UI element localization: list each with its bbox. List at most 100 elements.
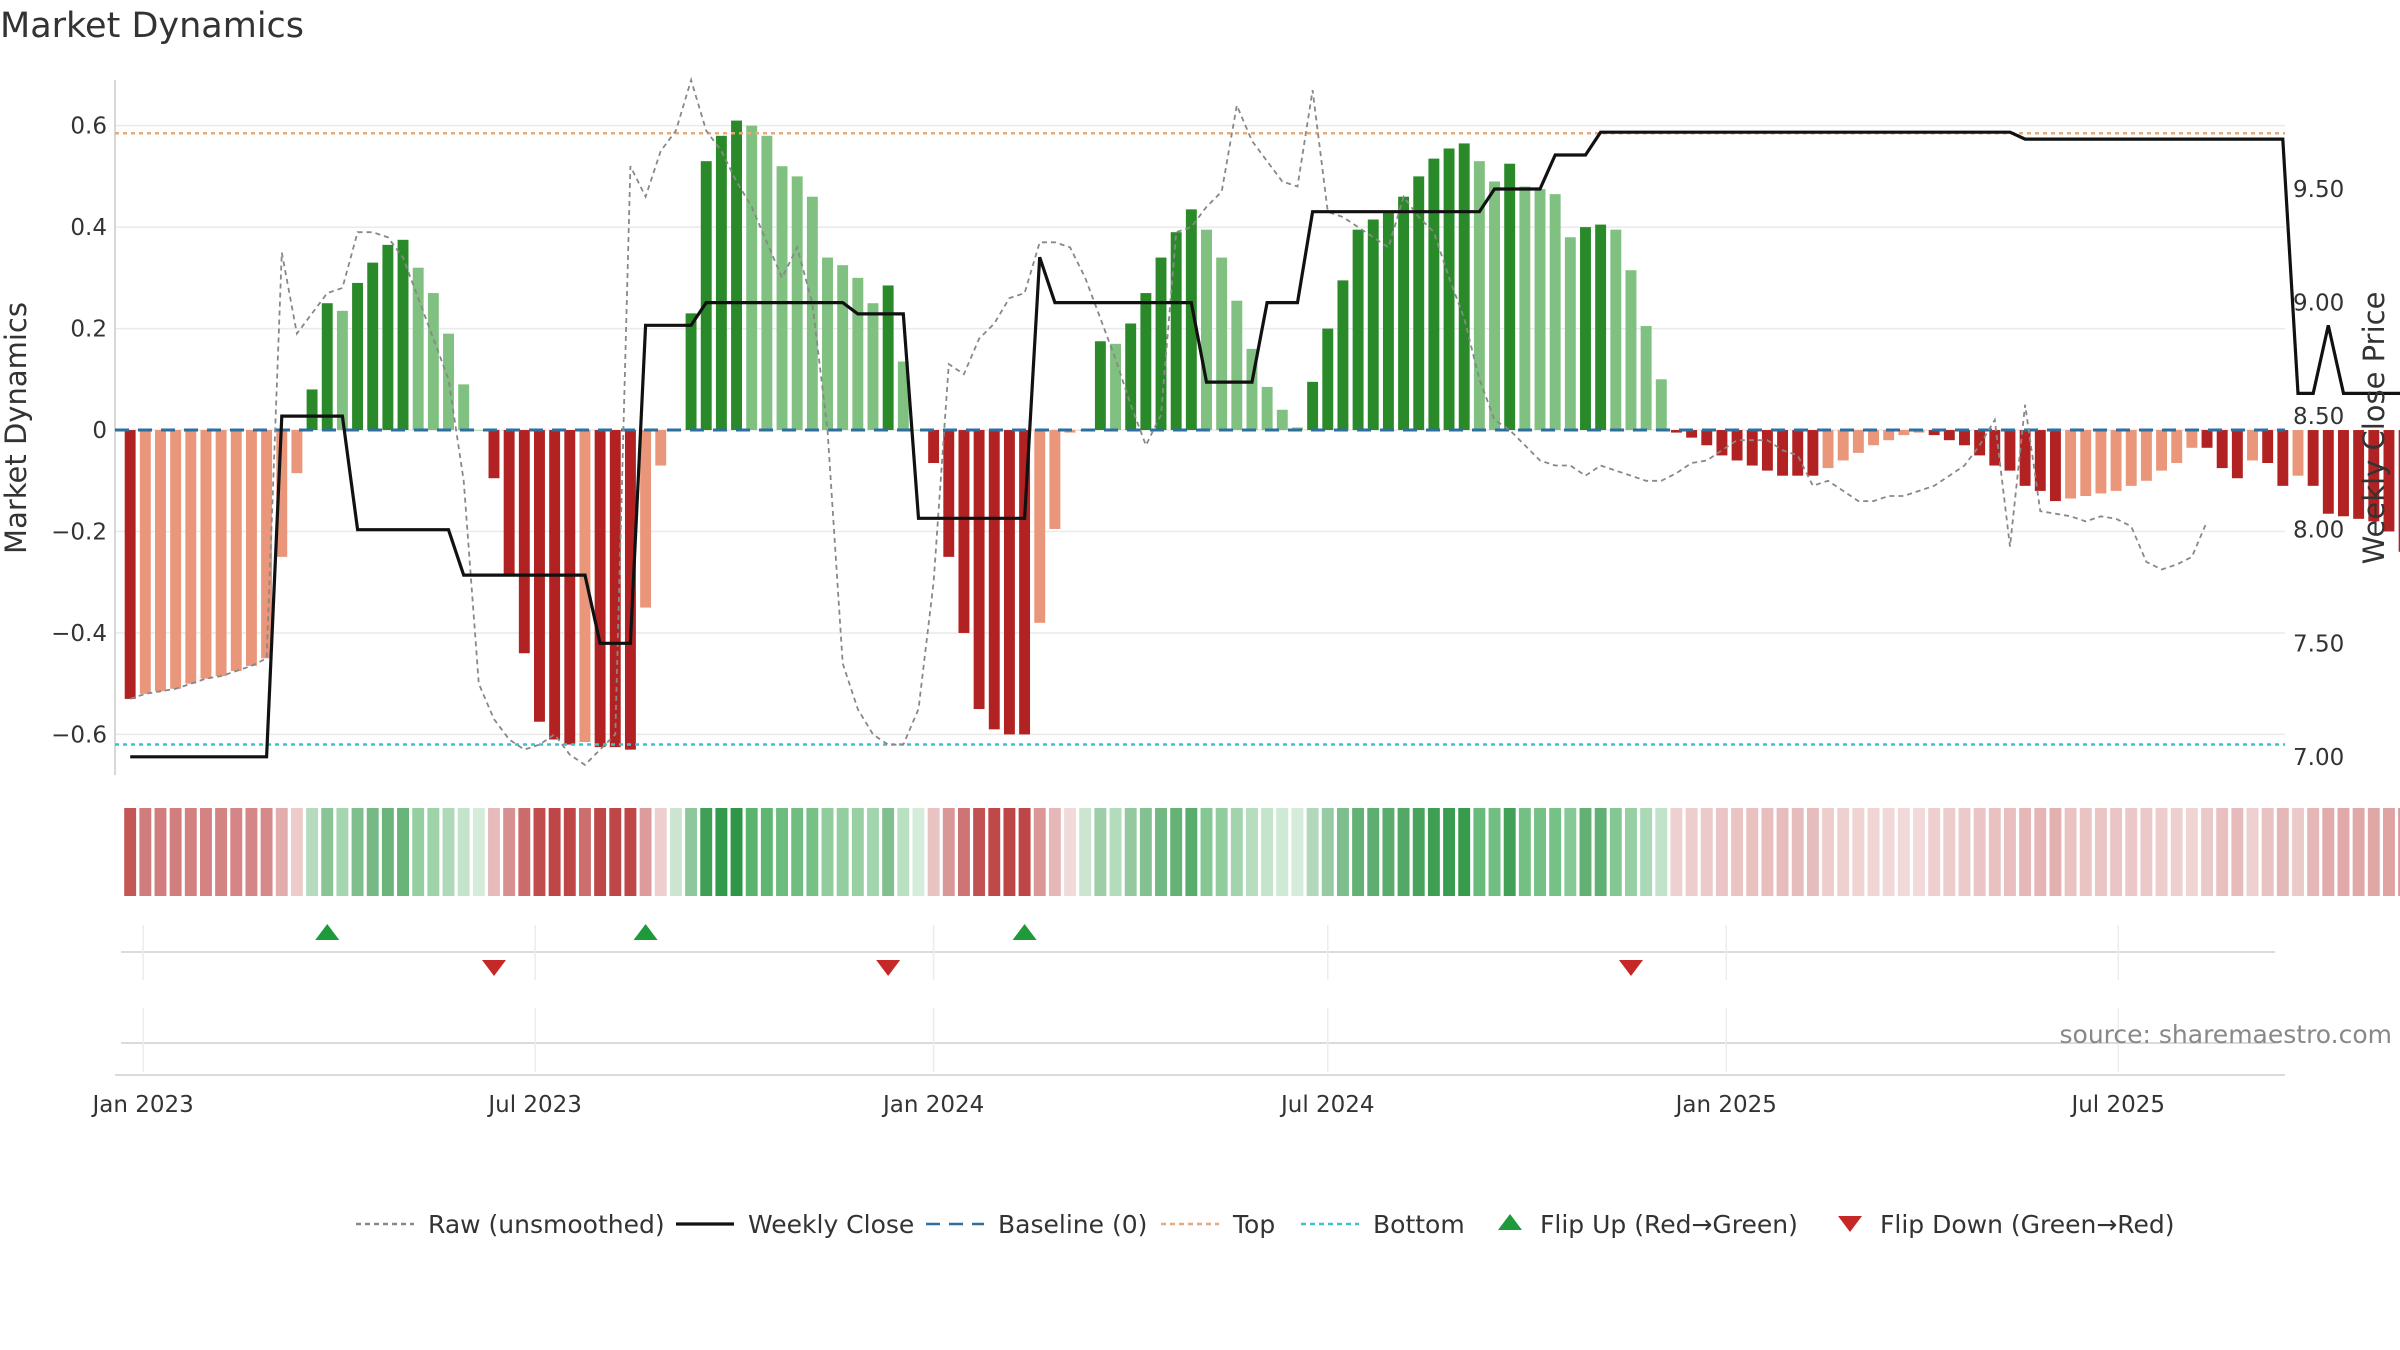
heat-cell <box>685 808 698 896</box>
bar <box>655 430 667 466</box>
bar <box>746 125 758 431</box>
heat-cell <box>397 808 409 896</box>
flip-down-marker <box>1618 960 1643 976</box>
bar <box>1473 161 1485 431</box>
heat-cell <box>200 808 212 896</box>
y2-axis-label: Weekly Close Price <box>2357 292 2391 565</box>
bar <box>2110 430 2122 491</box>
legend-label: Flip Up (Red→Green) <box>1540 1210 1798 1239</box>
bar <box>155 430 166 692</box>
legend-label: Raw (unsmoothed) <box>428 1210 665 1239</box>
y2-tick-label: 7.50 <box>2293 631 2344 657</box>
heat-cell <box>1155 808 1167 896</box>
heat-cell <box>1913 808 1925 896</box>
heat-cell <box>472 808 485 896</box>
bar <box>1125 323 1137 431</box>
heat-cell <box>1412 808 1425 896</box>
legend: Raw (unsmoothed) Weekly Close Baseline (0)… <box>356 1210 2175 1239</box>
bar <box>1034 430 1046 623</box>
x-tick-label: Jan 2023 <box>90 1092 193 1118</box>
flip-up-marker <box>633 924 658 940</box>
bar <box>488 430 500 479</box>
heat-cell <box>1518 808 1531 896</box>
heat-cell <box>2337 808 2350 896</box>
heat-cell <box>1170 808 1183 896</box>
heat-cell <box>2185 808 2198 896</box>
bar <box>1883 430 1895 441</box>
heat-cell <box>2170 808 2183 896</box>
heat-cell <box>1261 808 1274 896</box>
legend-item: Raw (unsmoothed) <box>356 1210 665 1239</box>
bar <box>397 239 409 431</box>
bar <box>291 430 303 474</box>
bar <box>2398 430 2400 552</box>
bar <box>1140 293 1152 431</box>
heat-cell <box>897 808 910 896</box>
heat-cell <box>184 808 197 896</box>
heat-cell <box>1185 808 1198 896</box>
bar <box>1003 430 1015 735</box>
heat-cell <box>1715 808 1728 896</box>
bar <box>1640 326 1652 431</box>
bar <box>882 285 894 431</box>
bar <box>564 430 576 745</box>
heat-cell <box>1943 808 1956 896</box>
bar <box>2383 430 2395 532</box>
heat-cell <box>2125 808 2138 896</box>
bar <box>1716 430 1728 456</box>
heat-cell <box>1291 808 1304 896</box>
heat-cell <box>1837 808 1850 896</box>
legend-label: Weekly Close <box>748 1210 914 1239</box>
bar <box>427 293 439 431</box>
heat-cell <box>609 808 622 896</box>
bar <box>852 277 864 431</box>
heat-cell <box>154 808 167 896</box>
heat-cell <box>1443 808 1456 896</box>
bars-layer <box>124 120 2400 750</box>
heat-cell <box>760 808 773 896</box>
heat-cell <box>776 808 788 896</box>
heat-cell <box>1897 808 1910 896</box>
heat-cell <box>957 808 970 896</box>
bar <box>1443 148 1455 431</box>
bar <box>2004 430 2016 471</box>
bar <box>1761 430 1773 471</box>
heat-cell <box>1806 808 1819 896</box>
y-tick-label: −0.6 <box>51 722 107 748</box>
heat-cell <box>1822 808 1835 896</box>
raw-line <box>129 76 2208 767</box>
bar <box>2353 430 2365 519</box>
legend-item: Weekly Close <box>676 1210 914 1239</box>
flip-down-marker <box>876 960 901 976</box>
heat-cell <box>1306 808 1319 896</box>
bar <box>200 430 212 679</box>
bar <box>2247 430 2258 461</box>
heat-cell <box>1397 808 1410 896</box>
bar <box>1276 409 1288 431</box>
heat-cell <box>2064 808 2077 896</box>
bar <box>1519 186 1531 431</box>
bar <box>2322 430 2334 514</box>
heat-cell <box>518 808 531 896</box>
heat-cell <box>988 808 1001 896</box>
bar <box>1110 343 1121 431</box>
source-note: source: sharemaestro.com <box>2060 1020 2393 1049</box>
heat-cell <box>1700 808 1713 896</box>
axis-layer: 0.6 0.4 0.2 0 −0.2 −0.4 −0.6 9.50 9.00 8.50 8.00 7.… <box>51 114 2344 1118</box>
heat-cell <box>1018 808 1031 896</box>
heat-cell <box>488 808 500 896</box>
bar <box>1428 158 1440 431</box>
bar <box>2216 430 2228 469</box>
bar <box>1686 430 1698 438</box>
heat-cell <box>2352 808 2365 896</box>
legend-label: Baseline (0) <box>998 1210 1147 1239</box>
heat-cell <box>366 808 379 896</box>
bar <box>2292 430 2304 476</box>
bar <box>2095 430 2107 494</box>
heat-cell <box>139 808 152 896</box>
heat-cell <box>2276 808 2289 896</box>
bar <box>731 120 743 431</box>
bar <box>2034 430 2046 491</box>
heat-cell <box>1139 808 1152 896</box>
heat-cell <box>1230 808 1243 896</box>
